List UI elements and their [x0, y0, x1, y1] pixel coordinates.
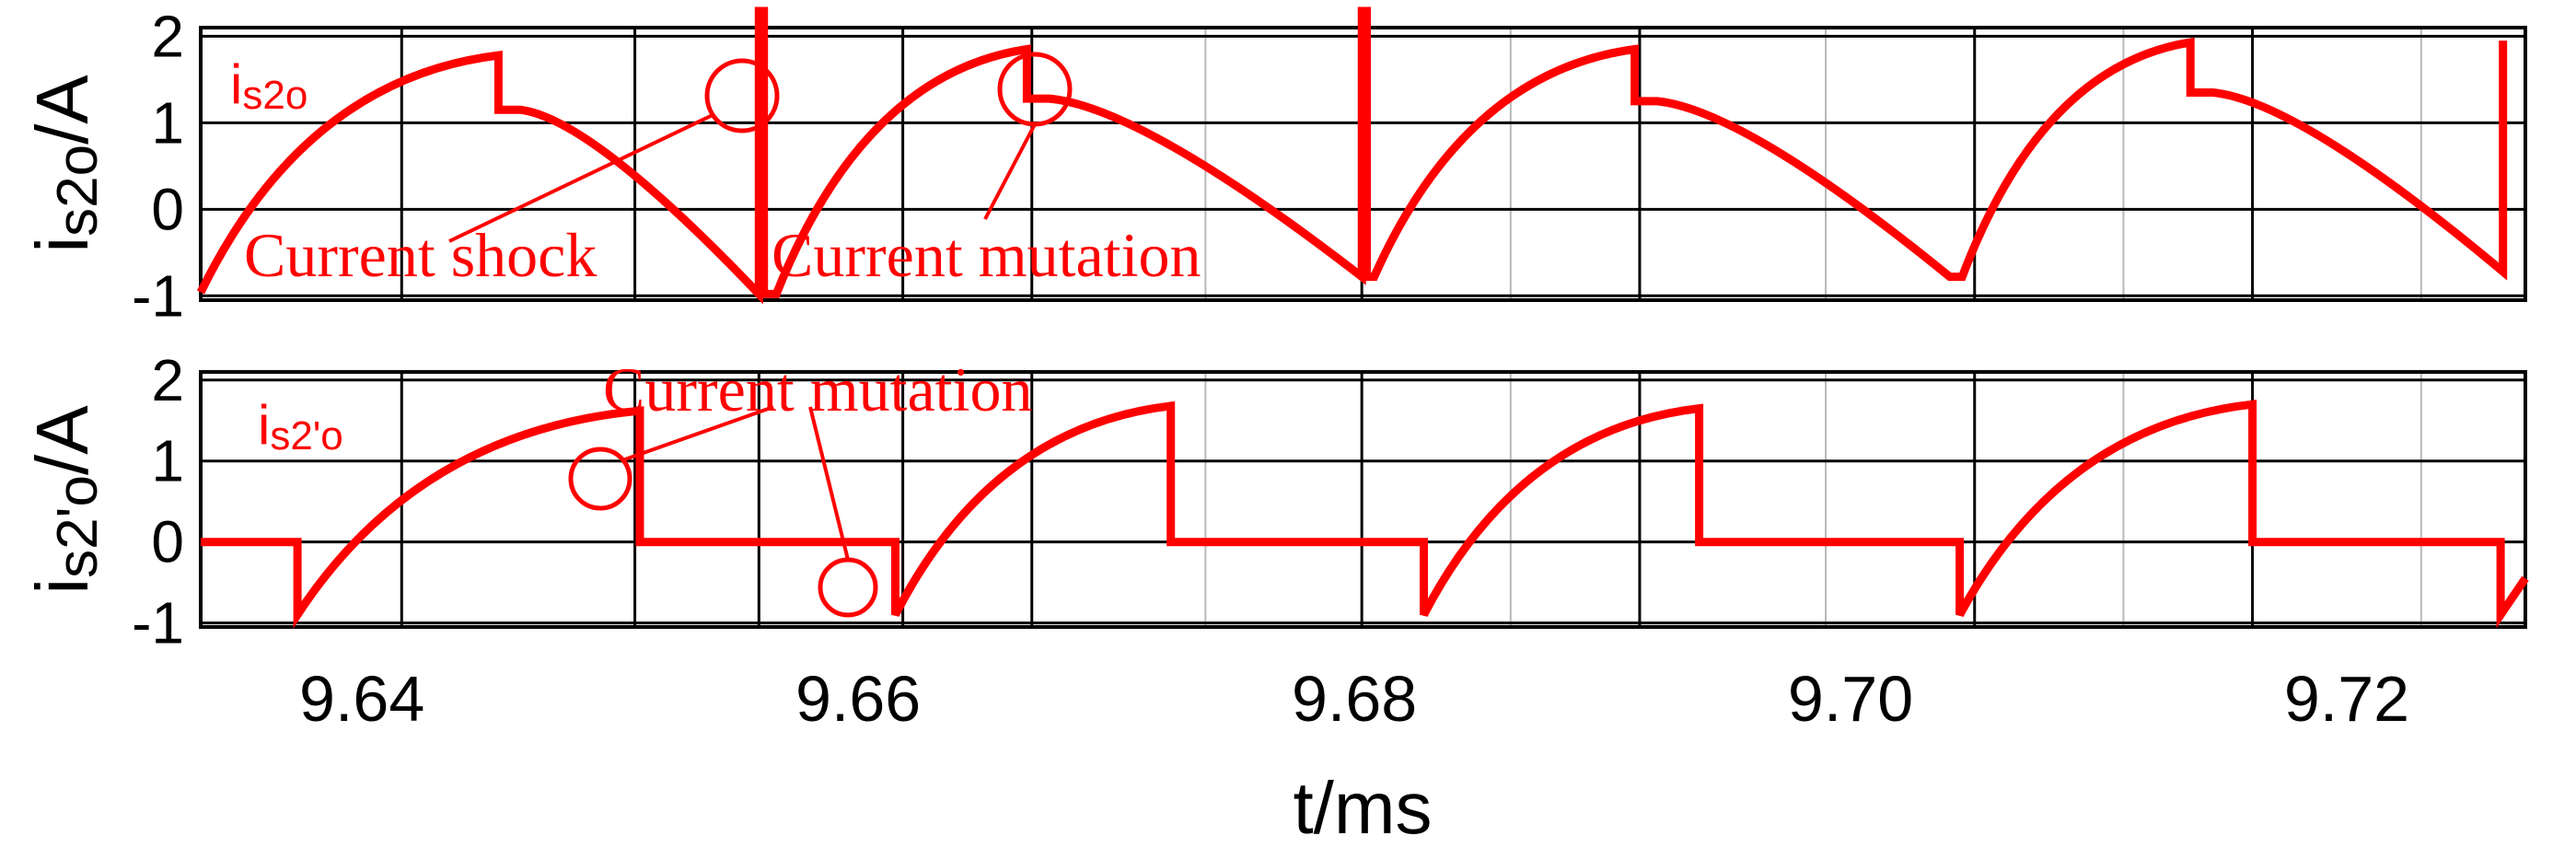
top-y-tick-label: -1: [132, 262, 184, 329]
top-y-tick-label: 0: [151, 176, 184, 242]
x-tick-label: 9.70: [1788, 663, 1913, 735]
top-series-label: is2o: [230, 53, 307, 118]
bottom-mutation-pointer-line-2: [808, 406, 850, 561]
bottom-y-axis-title: is2'o/A: [21, 405, 110, 595]
bottom-series-label: is2'o: [258, 394, 343, 459]
top-series: [196, 6, 2508, 305]
bottom-current-mutation-label: Current mutation: [603, 354, 1032, 424]
bottom-y-tick-label: 1: [151, 428, 184, 494]
current-shock-label: Current shock: [244, 220, 597, 290]
top-series-line: [196, 6, 2508, 305]
top-y-tick-label: 2: [151, 3, 184, 69]
shock-marker-circle: [704, 58, 780, 133]
bottom-series-line: [201, 400, 2529, 629]
x-tick-label: 9.68: [1292, 663, 1417, 735]
top-mutation-pointer-line: [983, 123, 1037, 220]
bottom-axes-frame: [199, 370, 2527, 629]
x-tick-label: 9.64: [299, 663, 424, 735]
top-y-ticks: -1 0 1 2: [132, 3, 184, 329]
top-current-mutation-label: Current mutation: [772, 220, 1201, 290]
top-y-tick-label: 1: [151, 89, 184, 156]
x-axis-title: t/ms: [1293, 767, 1432, 849]
bottom-mutation-pointer-line-1: [621, 405, 774, 462]
bottom-mutation-marker-circle-1: [568, 447, 632, 511]
bottom-y-tick-label: 0: [151, 509, 184, 575]
x-tick-label: 9.72: [2284, 663, 2409, 735]
bottom-series: [201, 400, 2529, 629]
bottom-x-ticks: 9.64 9.66 9.68 9.70 9.72: [299, 663, 2409, 735]
bottom-annotations: Current mutation: [568, 354, 1032, 618]
bottom-y-ticks: -1 0 1 2: [132, 347, 184, 656]
x-tick-label: 9.66: [795, 663, 921, 735]
bottom-y-tick-label: 2: [151, 347, 184, 413]
top-y-axis-title: is2o/A: [21, 75, 110, 253]
top-annotations: Current shock Current mutation: [244, 52, 1201, 290]
bottom-y-tick-label: -1: [132, 590, 184, 656]
panel-bottom: -1 0 1 2 9.64 9.66 9.68 9.70 9.72 Current mutat…: [21, 347, 2529, 849]
shock-pointer-line: [448, 112, 715, 243]
